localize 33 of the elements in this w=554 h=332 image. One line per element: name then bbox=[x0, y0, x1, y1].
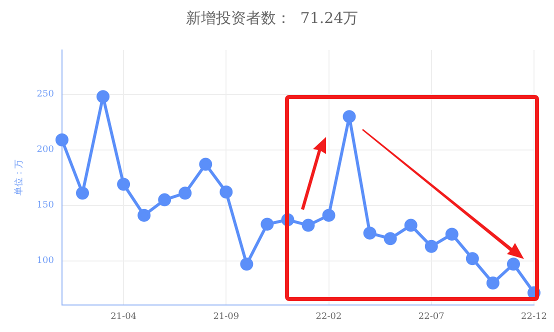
point bbox=[322, 208, 336, 222]
point bbox=[384, 232, 397, 246]
chart-title: 新增投资者数： 71.24万 bbox=[186, 8, 358, 27]
point bbox=[363, 226, 376, 240]
point bbox=[55, 133, 68, 146]
point bbox=[76, 186, 89, 200]
y-tick-label: 200 bbox=[36, 145, 54, 156]
point bbox=[466, 252, 479, 266]
point bbox=[404, 218, 418, 232]
point bbox=[342, 110, 356, 124]
point bbox=[424, 240, 438, 253]
x-tick-label: 21-04 bbox=[110, 312, 137, 322]
x-tick-label: 22-02 bbox=[316, 312, 342, 322]
point bbox=[302, 218, 315, 232]
x-tick-label: 22-12 bbox=[521, 312, 547, 322]
point bbox=[178, 186, 192, 200]
point bbox=[445, 228, 458, 241]
point bbox=[220, 186, 233, 199]
y-tick-label: 100 bbox=[36, 256, 54, 266]
x-tick-label: 21-09 bbox=[213, 312, 240, 322]
point bbox=[506, 258, 520, 271]
point bbox=[96, 90, 110, 104]
point bbox=[117, 178, 130, 191]
point bbox=[260, 218, 274, 231]
point bbox=[199, 158, 212, 171]
point bbox=[138, 208, 151, 222]
point bbox=[158, 193, 172, 206]
y-tick-label: 150 bbox=[36, 200, 54, 211]
y-axis-title: 单位：万 bbox=[14, 160, 25, 196]
point bbox=[486, 276, 500, 290]
x-tick-label: 22-07 bbox=[418, 312, 445, 322]
y-tick-label: 250 bbox=[36, 90, 54, 100]
point bbox=[240, 258, 254, 271]
